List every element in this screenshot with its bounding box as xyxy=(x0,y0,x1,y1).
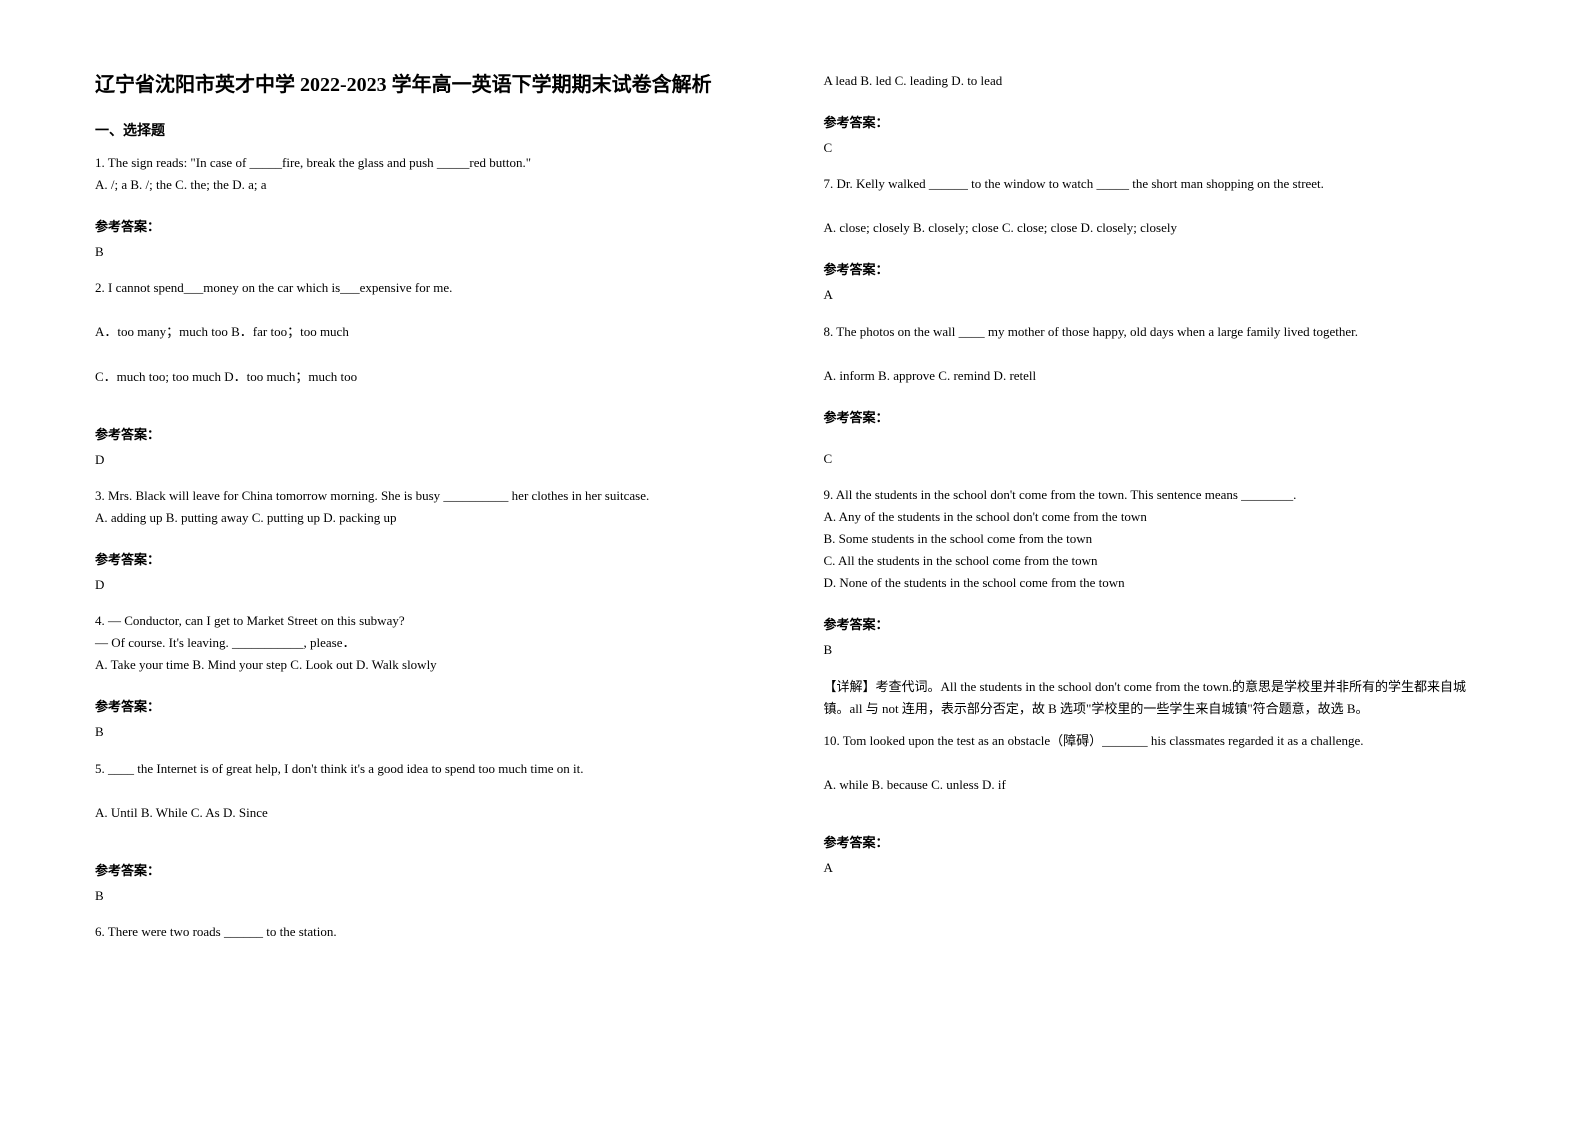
question-9-option-a: A. Any of the students in the school don… xyxy=(824,506,1493,528)
question-3-text: 3. Mrs. Black will leave for China tomor… xyxy=(95,485,764,507)
answer-label: 参考答案： xyxy=(824,407,1493,426)
question-5-text: 5. ____ the Internet is of great help, I… xyxy=(95,758,764,780)
exam-title: 辽宁省沈阳市英才中学 2022-2023 学年高一英语下学期期末试卷含解析 xyxy=(95,70,764,100)
question-9-explanation: 【详解】考查代词。All the students in the school … xyxy=(824,676,1493,720)
question-8: 8. The photos on the wall ____ my mother… xyxy=(824,321,1493,387)
question-4-text2: — Of course. It's leaving. ___________, … xyxy=(95,632,764,654)
question-4-text1: 4. — Conductor, can I get to Market Stre… xyxy=(95,610,764,632)
question-3-answer: D xyxy=(95,574,764,596)
answer-label: 参考答案： xyxy=(824,614,1493,633)
question-7-text: 7. Dr. Kelly walked ______ to the window… xyxy=(824,173,1493,195)
question-6-options: A lead B. led C. leading D. to lead xyxy=(824,70,1493,92)
question-5: 5. ____ the Internet is of great help, I… xyxy=(95,758,764,824)
answer-label: 参考答案： xyxy=(95,549,764,568)
question-2-answer: D xyxy=(95,449,764,471)
question-6-answer: C xyxy=(824,137,1493,159)
question-9-answer: B xyxy=(824,639,1493,661)
question-10-answer: A xyxy=(824,857,1493,879)
question-2: 2. I cannot spend___money on the car whi… xyxy=(95,277,764,387)
question-3-options: A. adding up B. putting away C. putting … xyxy=(95,507,764,529)
answer-label: 参考答案： xyxy=(95,696,764,715)
question-4-answer: B xyxy=(95,721,764,743)
question-1-options: A. /; a B. /; the C. the; the D. a; a xyxy=(95,174,764,196)
question-10: 10. Tom looked upon the test as an obsta… xyxy=(824,730,1493,796)
question-8-answer: C xyxy=(824,448,1493,470)
question-7: 7. Dr. Kelly walked ______ to the window… xyxy=(824,173,1493,239)
question-8-options: A. inform B. approve C. remind D. retell xyxy=(824,365,1493,387)
left-column: 辽宁省沈阳市英才中学 2022-2023 学年高一英语下学期期末试卷含解析 一、… xyxy=(95,70,764,1052)
question-2-options-b: C．much too; too much D．too much；much too xyxy=(95,366,764,388)
question-9-option-b: B. Some students in the school come from… xyxy=(824,528,1493,550)
question-4: 4. — Conductor, can I get to Market Stre… xyxy=(95,610,764,676)
question-5-answer: B xyxy=(95,885,764,907)
question-1-answer: B xyxy=(95,241,764,263)
question-9-text: 9. All the students in the school don't … xyxy=(824,484,1493,506)
question-8-text: 8. The photos on the wall ____ my mother… xyxy=(824,321,1493,343)
question-10-text: 10. Tom looked upon the test as an obsta… xyxy=(824,730,1493,752)
question-10-options: A. while B. because C. unless D. if xyxy=(824,774,1493,796)
question-9: 9. All the students in the school don't … xyxy=(824,484,1493,594)
question-6: 6. There were two roads ______ to the st… xyxy=(95,921,764,943)
right-column: A lead B. led C. leading D. to lead 参考答案… xyxy=(824,70,1493,1052)
question-5-options: A. Until B. While C. As D. Since xyxy=(95,802,764,824)
question-4-options: A. Take your time B. Mind your step C. L… xyxy=(95,654,764,676)
answer-label: 参考答案： xyxy=(824,832,1493,851)
answer-label: 参考答案： xyxy=(95,216,764,235)
answer-label: 参考答案： xyxy=(824,259,1493,278)
question-1: 1. The sign reads: "In case of _____fire… xyxy=(95,152,764,196)
question-3: 3. Mrs. Black will leave for China tomor… xyxy=(95,485,764,529)
answer-label: 参考答案： xyxy=(95,424,764,443)
question-1-text: 1. The sign reads: "In case of _____fire… xyxy=(95,152,764,174)
answer-label: 参考答案： xyxy=(824,112,1493,131)
question-7-options: A. close; closely B. closely; close C. c… xyxy=(824,217,1493,239)
question-7-answer: A xyxy=(824,284,1493,306)
question-6-text: 6. There were two roads ______ to the st… xyxy=(95,921,764,943)
section-header: 一、选择题 xyxy=(95,120,764,140)
answer-label: 参考答案： xyxy=(95,860,764,879)
question-9-option-c: C. All the students in the school come f… xyxy=(824,550,1493,572)
question-2-options-a: A．too many；much too B．far too；too much xyxy=(95,321,764,343)
question-2-text: 2. I cannot spend___money on the car whi… xyxy=(95,277,764,299)
question-9-option-d: D. None of the students in the school co… xyxy=(824,572,1493,594)
question-6-continued: A lead B. led C. leading D. to lead xyxy=(824,70,1493,92)
